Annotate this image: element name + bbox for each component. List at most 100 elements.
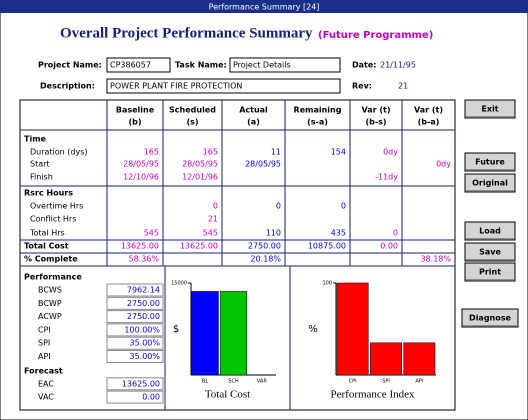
- button[interactable]: [464, 173, 516, 193]
- table-cell: 0: [341, 202, 346, 211]
- x-tick-label: SCH: [228, 379, 239, 385]
- metric-label: EAC: [38, 379, 54, 388]
- button[interactable]: [464, 221, 516, 241]
- row-label: Duration (dys): [30, 148, 88, 157]
- table-cell: 2750.00: [248, 242, 281, 251]
- row-label: Total Hrs: [29, 229, 65, 238]
- table-cell: 165: [144, 148, 159, 157]
- table-cell: 28/05/95: [182, 160, 218, 169]
- table-cell: 10875.00: [308, 242, 346, 251]
- heading: Overall Project Performance Summary: [60, 25, 313, 41]
- table-cell: 545: [203, 229, 218, 238]
- button[interactable]: [464, 152, 516, 172]
- metric-label: BCWP: [38, 299, 62, 308]
- row-header: Total Cost: [24, 242, 69, 251]
- button-label[interactable]: Diagnose: [469, 314, 511, 323]
- bar: [403, 342, 436, 376]
- column-header: Actual: [239, 106, 268, 115]
- row-label: Start: [30, 160, 50, 169]
- table-cell: 21: [208, 215, 218, 224]
- column-header: Scheduled: [169, 106, 216, 115]
- row-label: Overtime Hrs: [30, 202, 83, 211]
- y-axis-label: %: [308, 324, 318, 335]
- button-label[interactable]: Print: [479, 268, 501, 277]
- row-header: Rsrc Hours: [24, 189, 73, 198]
- table-cell: 165: [203, 148, 218, 157]
- table-cell: 12/01/96: [182, 173, 218, 182]
- bar: [336, 282, 369, 376]
- chart-title: Total Cost: [205, 389, 250, 401]
- section-header: Forecast: [24, 366, 63, 375]
- table-cell: 435: [331, 229, 346, 238]
- metric-value: 2750.00: [127, 312, 160, 321]
- window-title: Performance Summary [24]: [209, 3, 320, 12]
- button-label[interactable]: Exit: [481, 105, 498, 114]
- table-cell: 13625.00: [180, 242, 218, 251]
- metric-value: 35.00%: [129, 339, 160, 348]
- column-header: (b-s): [365, 118, 386, 127]
- metric-box: [106, 377, 164, 391]
- button-label[interactable]: Future: [475, 158, 505, 167]
- metric-label: API: [38, 352, 51, 361]
- subheading: (Future Programme): [318, 30, 433, 41]
- metric-label: SPI: [38, 339, 50, 348]
- button[interactable]: [464, 262, 516, 282]
- table-cell: 38.18%: [420, 255, 451, 264]
- metric-value: 13625.00: [122, 379, 160, 388]
- field-value: 21/11/95: [380, 61, 416, 70]
- metric-box: [106, 283, 164, 297]
- column-header: Remaining: [294, 106, 342, 115]
- table-cell: 110: [266, 229, 281, 238]
- metric-box: [106, 350, 164, 363]
- button-label[interactable]: Original: [472, 179, 508, 188]
- table-cell: 0: [213, 202, 218, 211]
- table-cell: 58.36%: [128, 255, 159, 264]
- metric-box: [106, 296, 164, 310]
- metric-label: BCWS: [38, 286, 62, 295]
- table-cell: 20.18%: [250, 255, 281, 264]
- metric-value: 2750.00: [127, 299, 160, 308]
- table-frame: [19, 99, 456, 411]
- field-label: Date:: [352, 61, 377, 70]
- metric-value: 7962.14: [127, 286, 160, 295]
- field-label: Task Name:: [175, 61, 227, 70]
- button-label[interactable]: Load: [479, 227, 501, 236]
- metric-label: ACWP: [38, 312, 62, 321]
- bar: [191, 291, 219, 376]
- column-header: (a): [247, 118, 260, 127]
- metric-label: VAC: [38, 393, 54, 402]
- field-label: Rev:: [352, 82, 372, 91]
- row-header: % Complete: [24, 255, 78, 264]
- table-cell: 0: [276, 202, 281, 211]
- button[interactable]: [464, 99, 516, 119]
- table-cell: 154: [331, 148, 346, 157]
- metric-value: 35.00%: [129, 352, 160, 361]
- metric-value: 0.00: [142, 393, 160, 402]
- column-header: (b-a): [418, 118, 440, 127]
- field-value: CP386057: [110, 61, 151, 70]
- bar: [219, 291, 248, 376]
- section-header: Performance: [24, 273, 82, 282]
- button-label[interactable]: Save: [479, 248, 501, 257]
- y-axis-label: $: [173, 324, 179, 335]
- table-cell: 12/10/96: [123, 173, 159, 182]
- column-header: Var (t): [361, 106, 390, 115]
- table-cell: 11: [271, 148, 281, 157]
- button[interactable]: [464, 242, 516, 262]
- y-tick-label: 100: [322, 281, 332, 287]
- row-label: Conflict Hrs: [30, 215, 76, 224]
- field-label: Description:: [40, 82, 95, 91]
- table-cell: 13625.00: [121, 242, 159, 251]
- metric-box: [106, 323, 164, 337]
- x-tick-label: VAR: [257, 379, 268, 385]
- metric-box: [106, 336, 164, 350]
- text-input[interactable]: [106, 57, 171, 73]
- metric-box: [106, 390, 164, 404]
- column-header: (s-a): [307, 118, 328, 127]
- table-cell: 28/05/95: [123, 160, 159, 169]
- table-cell: -11dy: [375, 173, 398, 182]
- text-input[interactable]: [106, 78, 341, 94]
- button[interactable]: [461, 308, 519, 328]
- text-input[interactable]: [229, 57, 341, 73]
